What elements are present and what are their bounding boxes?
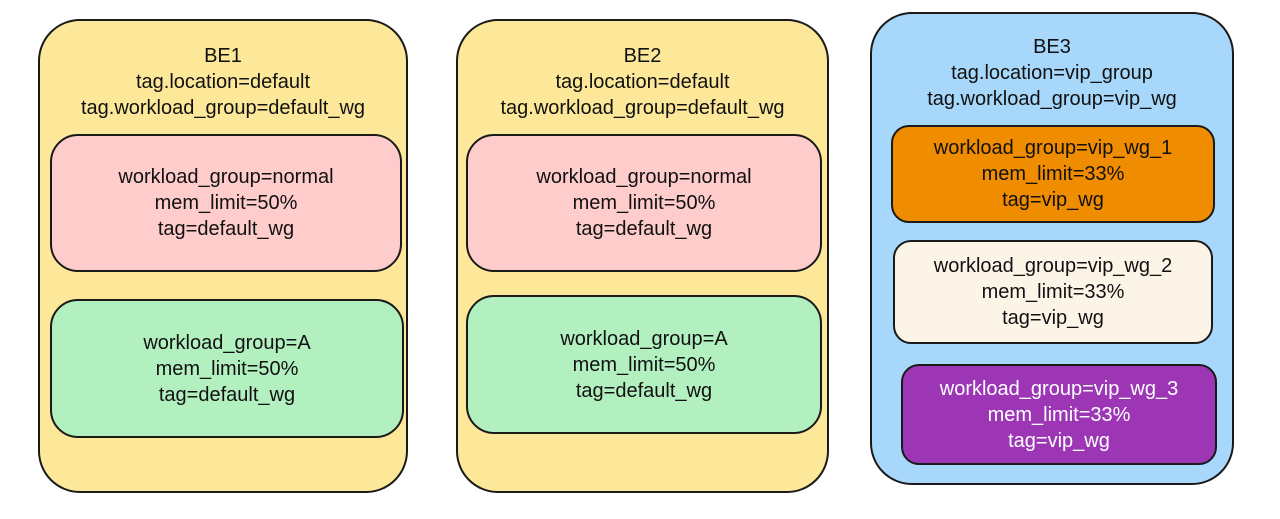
be2-container: BE2 tag.location=default tag.workload_gr… (456, 19, 829, 493)
be2-location: tag.location=default (555, 71, 730, 93)
wg-tag: tag=vip_wg (1002, 307, 1104, 329)
wg-mem-limit: mem_limit=50% (572, 353, 716, 376)
be2-workload-group-a: workload_group=A mem_limit=50% tag=defau… (466, 295, 822, 434)
wg-mem-limit: mem_limit=33% (981, 281, 1125, 303)
wg-tag: tag=default_wg (157, 218, 295, 240)
be2-workload-tag: tag.workload_group=default_wg (500, 97, 785, 119)
be3-workload-group-vip-wg-2: workload_group=vip_wg_2 mem_limit=33% ta… (893, 240, 1213, 344)
wg-name: workload_group=vip_wg_2 (933, 255, 1173, 277)
be1-container: BE1 tag.location=default tag.workload_gr… (38, 19, 408, 493)
be3-workload-tag: tag.workload_group=vip_wg (927, 88, 1177, 110)
wg-mem-limit: mem_limit=50% (154, 192, 298, 214)
wg-name: workload_group=A (143, 331, 311, 354)
wg-tag: tag=default_wg (158, 383, 296, 406)
be3-workload-group-vip-wg-1: workload_group=vip_wg_1 mem_limit=33% ta… (891, 125, 1215, 223)
be3-header: BE3 tag.location=vip_group tag.workload_… (872, 34, 1232, 112)
wg-mem-limit: mem_limit=50% (572, 192, 716, 214)
wg-mem-limit: mem_limit=33% (987, 403, 1131, 426)
wg-tag: tag=default_wg (575, 379, 713, 402)
wg-mem-limit: mem_limit=50% (155, 357, 299, 380)
wg-name: workload_group=normal (118, 166, 334, 188)
wg-name: workload_group=vip_wg_3 (939, 377, 1179, 400)
be2-header: BE2 tag.location=default tag.workload_gr… (458, 43, 827, 121)
be1-location: tag.location=default (135, 71, 311, 93)
be3-title: BE3 (1033, 36, 1071, 58)
wg-tag: tag=default_wg (575, 218, 713, 240)
wg-tag: tag=vip_wg (1002, 189, 1104, 211)
be1-title: BE1 (204, 45, 242, 67)
wg-name: workload_group=A (560, 327, 728, 350)
be3-location: tag.location=vip_group (951, 62, 1153, 84)
be2-title: BE2 (623, 45, 662, 67)
wg-mem-limit: mem_limit=33% (981, 163, 1125, 185)
be1-workload-group-normal: workload_group=normal mem_limit=50% tag=… (50, 134, 402, 272)
be1-header: BE1 tag.location=default tag.workload_gr… (40, 43, 406, 121)
wg-tag: tag=vip_wg (1008, 429, 1110, 452)
wg-name: workload_group=normal (536, 166, 752, 188)
wg-name: workload_group=vip_wg_1 (933, 137, 1173, 159)
be3-workload-group-vip-wg-3: workload_group=vip_wg_3 mem_limit=33% ta… (901, 364, 1217, 465)
be1-workload-group-a: workload_group=A mem_limit=50% tag=defau… (50, 299, 404, 438)
be1-workload-tag: tag.workload_group=default_wg (80, 97, 366, 119)
be2-workload-group-normal: workload_group=normal mem_limit=50% tag=… (466, 134, 822, 272)
be3-container: BE3 tag.location=vip_group tag.workload_… (870, 12, 1234, 485)
